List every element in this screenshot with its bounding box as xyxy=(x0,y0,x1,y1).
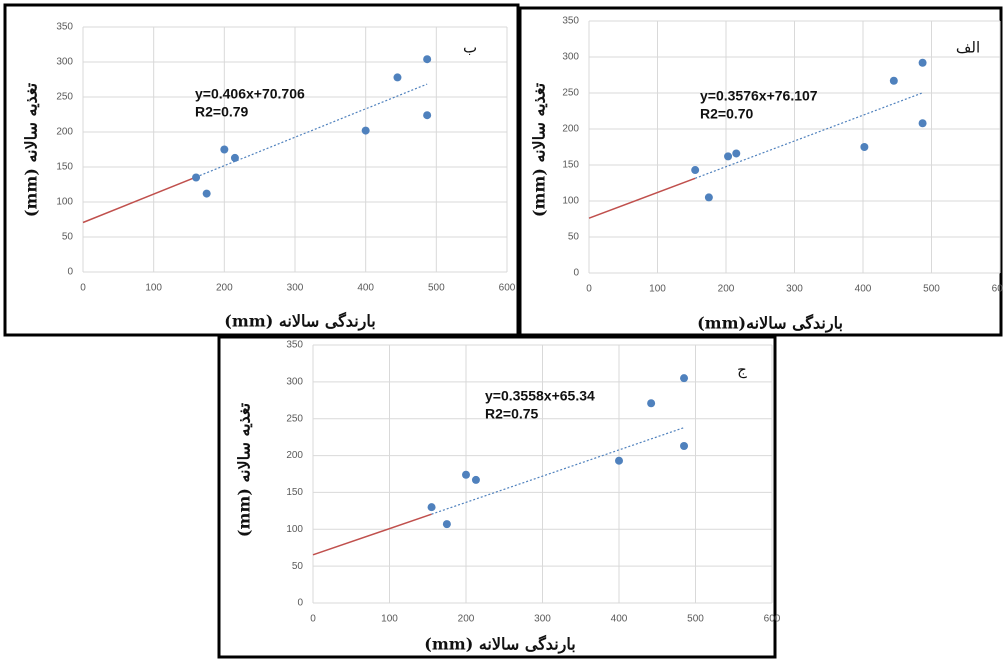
x-axis-label: بارندگی سالانه (mm) xyxy=(424,635,575,655)
y-tick-label: 250 xyxy=(56,92,73,103)
point xyxy=(192,173,201,182)
y-axis-label: تغذیه سالانه (mm) xyxy=(530,82,549,217)
y-tick-label: 300 xyxy=(286,376,303,387)
point xyxy=(361,126,370,135)
point xyxy=(704,193,713,202)
x-tick-label: 200 xyxy=(216,283,233,294)
panel-border xyxy=(217,335,777,659)
x-axis-label: بارندگی سالانه(mm) xyxy=(697,314,843,334)
y-tick-label: 100 xyxy=(562,196,579,207)
x-tick-label: 100 xyxy=(381,614,398,625)
panel-border xyxy=(3,3,520,337)
y-tick-label: 250 xyxy=(286,413,303,424)
trendline-extension xyxy=(588,177,696,219)
x-tick-label: 600 xyxy=(992,284,1003,295)
point xyxy=(230,153,239,162)
y-tick-label: 250 xyxy=(562,88,579,99)
x-tick-label: 500 xyxy=(923,284,940,295)
y-tick-label: 350 xyxy=(56,22,73,33)
point xyxy=(393,73,402,82)
y-tick-label: 50 xyxy=(292,561,304,572)
x-tick-label: 300 xyxy=(534,614,551,625)
x-axis-label: بارندگی سالانه (mm) xyxy=(224,312,375,332)
x-tick-label: 200 xyxy=(718,284,735,295)
r-squared: R2=0.70 xyxy=(700,106,754,122)
y-tick-label: 0 xyxy=(297,598,303,609)
y-tick-label: 200 xyxy=(286,450,303,461)
panel-border xyxy=(518,6,1003,337)
y-tick-label: 0 xyxy=(67,267,73,278)
point xyxy=(220,145,229,154)
x-tick-label: 0 xyxy=(586,284,592,295)
equation: y=0.3576x+76.107 xyxy=(700,88,818,104)
x-tick-label: 100 xyxy=(145,283,162,294)
trendline-extension xyxy=(312,513,432,556)
y-tick-label: 150 xyxy=(286,487,303,498)
trendline xyxy=(694,92,923,179)
x-tick-label: 100 xyxy=(649,284,666,295)
point xyxy=(724,152,733,161)
x-tick-label: 400 xyxy=(357,283,374,294)
equation: y=0.406x+70.706 xyxy=(195,86,305,102)
point xyxy=(423,55,432,64)
equation: y=0.3558x+65.34 xyxy=(485,388,595,404)
trendline-extension xyxy=(82,176,197,224)
y-tick-label: 100 xyxy=(286,524,303,535)
point xyxy=(732,149,741,158)
x-tick-label: 500 xyxy=(687,614,704,625)
point xyxy=(615,456,623,465)
point xyxy=(462,470,470,479)
y-tick-label: 0 xyxy=(573,268,579,279)
x-tick-label: 200 xyxy=(458,614,475,625)
x-tick-label: 300 xyxy=(287,283,304,294)
point xyxy=(423,111,432,120)
point xyxy=(918,58,927,67)
y-tick-label: 150 xyxy=(56,162,73,173)
point xyxy=(860,143,869,151)
y-tick-label: 50 xyxy=(568,232,580,243)
point xyxy=(680,374,689,383)
y-tick-label: 300 xyxy=(562,52,579,63)
y-tick-label: 200 xyxy=(562,124,579,135)
point xyxy=(202,189,211,198)
point xyxy=(442,520,451,529)
point xyxy=(889,76,898,85)
panel-label: ج xyxy=(737,361,747,380)
point xyxy=(691,166,700,175)
y-tick-label: 100 xyxy=(56,197,73,208)
point xyxy=(427,503,436,512)
x-tick-label: 600 xyxy=(499,283,516,294)
r-squared: R2=0.75 xyxy=(485,406,539,422)
y-tick-label: 200 xyxy=(56,127,73,138)
trendline xyxy=(431,427,685,515)
x-tick-label: 0 xyxy=(310,614,316,625)
x-tick-label: 600 xyxy=(764,614,781,625)
panel-label: الف xyxy=(956,39,980,57)
point xyxy=(680,441,689,450)
x-tick-label: 500 xyxy=(428,283,445,294)
x-tick-label: 400 xyxy=(855,284,872,295)
y-tick-label: 150 xyxy=(562,160,579,171)
y-axis-label: تغذیه سالانه (mm) xyxy=(22,82,41,217)
y-tick-label: 50 xyxy=(62,232,74,243)
y-tick-label: 300 xyxy=(56,57,73,68)
y-tick-label: 350 xyxy=(562,16,579,27)
point xyxy=(918,119,927,128)
point xyxy=(471,475,480,484)
y-tick-label: 350 xyxy=(286,340,303,351)
r-squared: R2=0.79 xyxy=(195,104,249,120)
y-axis-label: تغذیه سالانه (mm) xyxy=(235,402,254,537)
x-tick-label: 300 xyxy=(786,284,803,295)
x-tick-label: 0 xyxy=(80,283,86,294)
x-tick-label: 400 xyxy=(611,614,628,625)
panel-label: ب xyxy=(463,39,477,57)
point xyxy=(647,399,656,408)
